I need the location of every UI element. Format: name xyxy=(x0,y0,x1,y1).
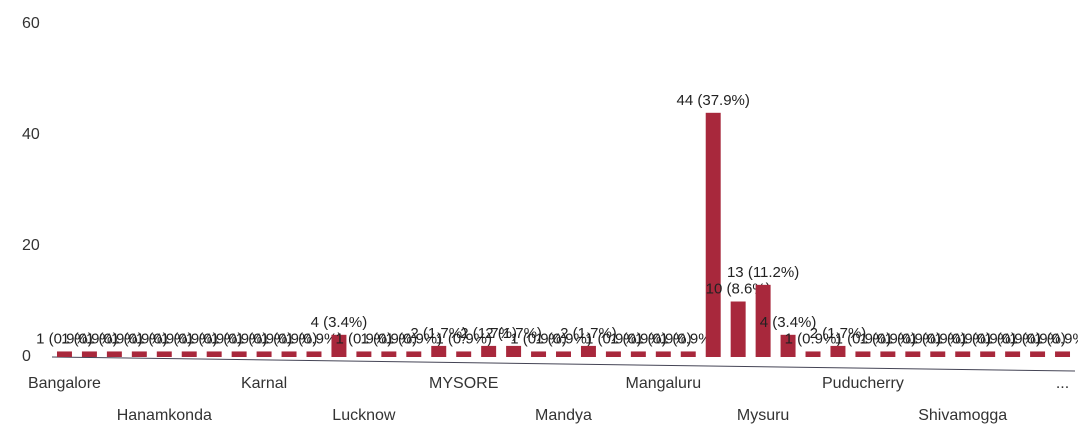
data-label: 4 (3.4%) xyxy=(311,314,368,331)
bar xyxy=(231,351,247,357)
data-label: 44 (37.9%) xyxy=(677,92,750,109)
data-label: 1 (0.9%) xyxy=(236,330,293,347)
data-label: 1 (0.9%) xyxy=(860,330,917,347)
x-tick-label: Puducherry xyxy=(822,375,904,392)
bar xyxy=(206,351,222,357)
bar xyxy=(481,345,497,357)
data-label: 1 (0.9%) xyxy=(1034,330,1078,347)
bar xyxy=(106,351,122,357)
y-tick-label: 20 xyxy=(22,237,40,254)
data-label: 1 (0.9%) xyxy=(286,330,343,347)
x-axis xyxy=(51,356,1076,372)
data-label: 1 (0.9%) xyxy=(385,330,442,347)
bar xyxy=(655,351,671,357)
data-label: 2 (1.7%) xyxy=(810,325,867,342)
data-label: 1 (0.9%) xyxy=(535,330,592,347)
bar xyxy=(156,351,172,357)
bar xyxy=(630,351,646,357)
data-label: 1 (0.9%) xyxy=(186,330,243,347)
data-label: 1 (0.9%) xyxy=(261,330,318,347)
data-label: 13 (11.2%) xyxy=(727,264,799,281)
y-tick-label: 60 xyxy=(22,15,40,32)
bar xyxy=(256,351,272,357)
data-label: 1 (0.9%) xyxy=(934,330,991,347)
data-label: 1 (0.9%) xyxy=(1009,330,1066,347)
data-label: 1 (0.9%) xyxy=(510,330,567,347)
x-tick-label: Mangaluru xyxy=(626,375,702,392)
data-label: 1 (0.9%) xyxy=(211,330,268,347)
y-tick-label: 40 xyxy=(22,126,40,143)
bar xyxy=(980,351,996,357)
bar xyxy=(880,351,896,357)
bar xyxy=(306,351,322,357)
data-label: 1 (0.9%) xyxy=(909,330,966,347)
bar xyxy=(406,351,422,357)
bar xyxy=(755,284,771,357)
data-label: 4 (3.4%) xyxy=(760,314,817,331)
x-tick-label: ... xyxy=(1056,375,1069,392)
data-label: 2 (1.7%) xyxy=(485,325,542,342)
bar xyxy=(1005,351,1021,357)
bar xyxy=(506,345,522,357)
data-label: 1 (0.9%) xyxy=(61,330,118,347)
bar xyxy=(1055,351,1071,357)
data-label: 2 (1.7%) xyxy=(460,325,517,342)
data-label: 1 (0.9%) xyxy=(336,330,393,347)
bar xyxy=(81,351,97,357)
data-label: 1 (0.9%) xyxy=(635,330,692,347)
x-tick-label: MYSORE xyxy=(429,375,498,392)
bar xyxy=(680,351,696,357)
bar xyxy=(331,334,347,357)
data-label: 1 (0.9%) xyxy=(959,330,1016,347)
bar xyxy=(131,351,147,357)
bar xyxy=(830,345,846,357)
bar xyxy=(705,112,721,357)
bar xyxy=(456,351,472,357)
bar xyxy=(1030,351,1046,357)
bar xyxy=(855,351,871,357)
bar xyxy=(780,334,796,357)
data-label: 1 (0.9%) xyxy=(785,330,842,347)
data-label: 2 (1.7%) xyxy=(410,325,467,342)
bar xyxy=(431,345,447,357)
data-label: 1 (0.9%) xyxy=(660,330,717,347)
y-tick-label: 0 xyxy=(22,348,31,365)
bar xyxy=(805,351,821,357)
x-tick-label: Shivamogga xyxy=(918,407,1007,424)
bar xyxy=(531,351,547,357)
x-tick-label: Mandya xyxy=(535,407,592,424)
data-label: 1 (0.9%) xyxy=(435,330,492,347)
bar xyxy=(955,351,971,357)
x-tick-label: Karnal xyxy=(241,375,287,392)
data-label: 10 (8.6%) xyxy=(706,280,771,297)
data-label: 2 (1.7%) xyxy=(560,325,617,342)
data-label: 1 (0.9%) xyxy=(585,330,642,347)
bar xyxy=(356,351,372,357)
data-label: 1 (0.9%) xyxy=(86,330,143,347)
data-label: 1 (0.9%) xyxy=(161,330,218,347)
bar xyxy=(556,351,571,357)
bar xyxy=(580,345,596,357)
data-label: 1 (0.9%) xyxy=(360,330,417,347)
x-tick-label: Hanamkonda xyxy=(117,407,212,424)
bar xyxy=(930,351,946,357)
bar xyxy=(56,351,72,357)
x-tick-label: Lucknow xyxy=(332,407,396,424)
data-label: 1 (0.9%) xyxy=(111,330,168,347)
bar xyxy=(281,351,297,357)
bar xyxy=(181,351,197,357)
data-label: 1 (0.9%) xyxy=(36,330,93,347)
bar xyxy=(381,351,397,357)
x-tick-label: Mysuru xyxy=(737,407,789,424)
bar xyxy=(730,301,746,357)
data-label: 1 (0.9%) xyxy=(884,330,941,347)
data-label: 1 (0.9%) xyxy=(610,330,667,347)
x-tick-label: Bangalore xyxy=(28,375,101,392)
data-label: 1 (0.9%) xyxy=(835,330,892,347)
bar xyxy=(605,351,621,357)
data-label: 1 (0.9%) xyxy=(984,330,1041,347)
bar xyxy=(905,351,921,357)
data-label: 1 (0.9%) xyxy=(136,330,193,347)
